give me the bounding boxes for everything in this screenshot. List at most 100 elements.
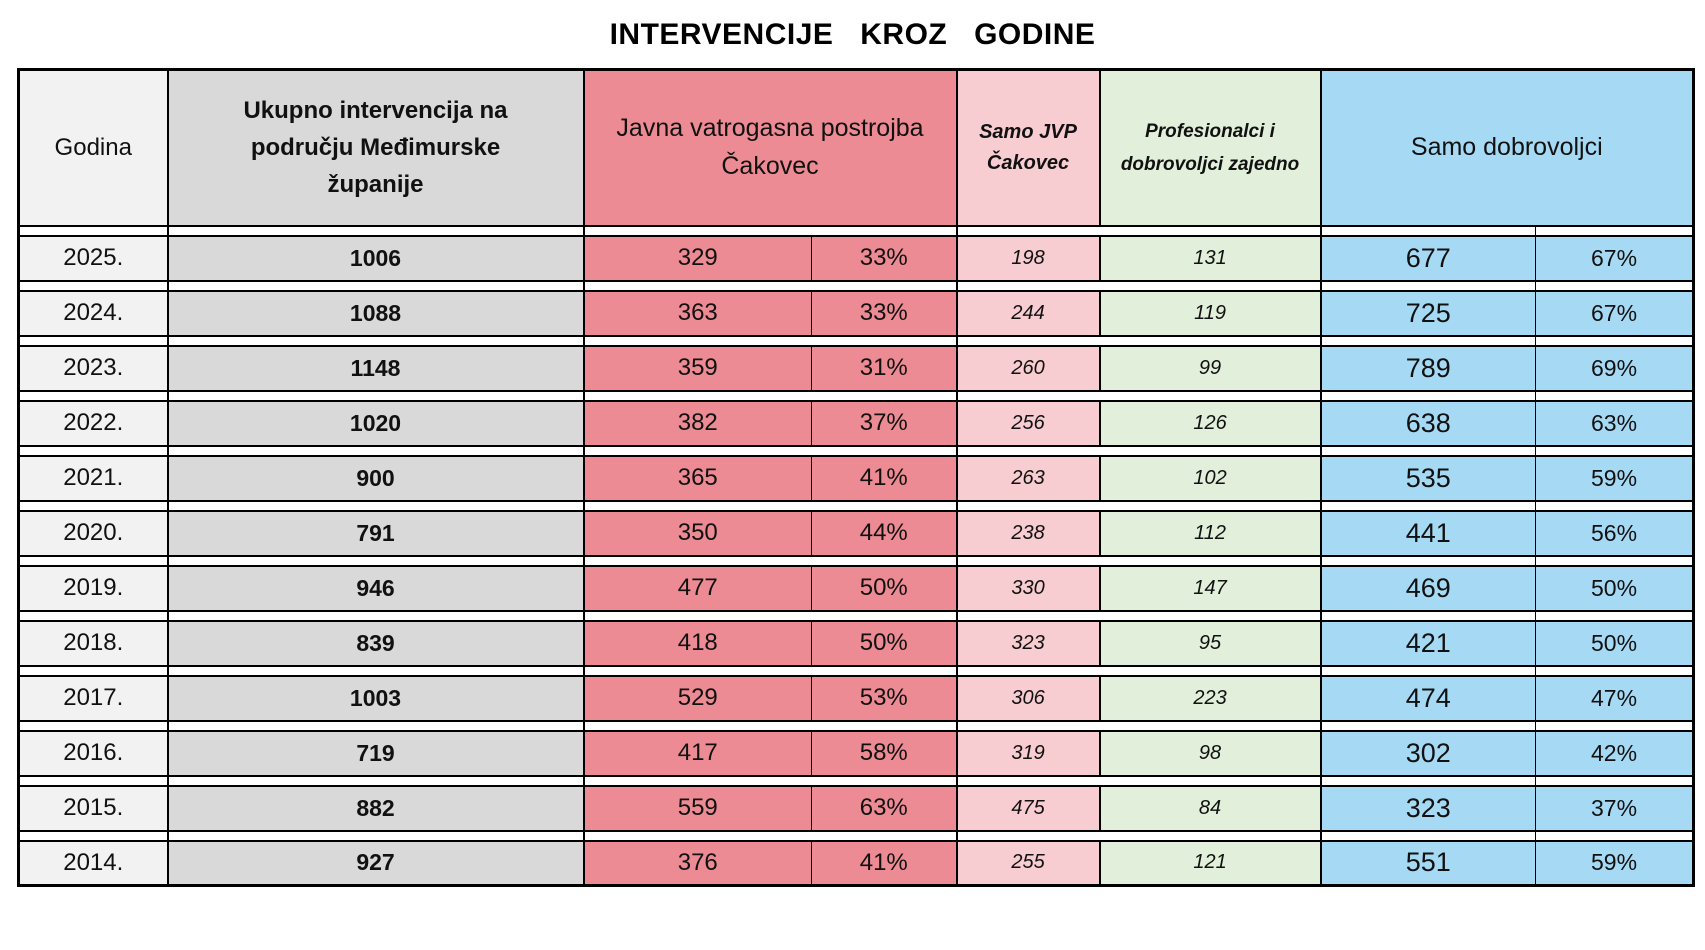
row-spacer-cell xyxy=(167,390,585,401)
cell-javna-percent: 33% xyxy=(810,234,958,282)
row-spacer xyxy=(18,665,1694,676)
row-spacer xyxy=(18,280,1694,291)
cell-javna-count: 363 xyxy=(582,289,812,337)
row-spacer-cell xyxy=(583,500,812,511)
table-row: 2015. 882 559 63% 475 84 323 37% xyxy=(17,784,1695,832)
cell-total-interventions: 1020 xyxy=(166,399,585,447)
row-spacer-cell xyxy=(811,500,958,511)
cell-javna-count: 350 xyxy=(582,509,812,557)
cell-samo-jvp-count: 330 xyxy=(955,564,1101,612)
cell-dobrovoljci-percent: 56% xyxy=(1535,509,1695,557)
cell-dobrovoljci-percent: 59% xyxy=(1535,454,1695,502)
cell-total-interventions: 839 xyxy=(166,619,585,667)
row-spacer-cell xyxy=(18,610,169,621)
cell-dobrovoljci-count: 421 xyxy=(1319,619,1537,667)
cell-samo-jvp-count: 244 xyxy=(955,289,1101,337)
cell-total-interventions: 719 xyxy=(166,729,585,777)
row-spacer-cell xyxy=(583,390,812,401)
cell-year: 2022. xyxy=(17,399,169,447)
cell-dobrovoljci-count: 474 xyxy=(1319,674,1537,722)
cell-samo-jvp-count: 475 xyxy=(955,784,1101,832)
row-spacer-cell xyxy=(1320,225,1537,236)
row-spacer xyxy=(18,775,1694,786)
row-spacer-cell xyxy=(167,720,585,731)
row-spacer-cell xyxy=(1535,555,1694,566)
cell-dobrovoljci-count: 677 xyxy=(1319,234,1537,282)
cell-dobrovoljci-count: 323 xyxy=(1319,784,1537,832)
cell-dobrovoljci-count: 725 xyxy=(1319,289,1537,337)
row-spacer-cell xyxy=(167,830,585,841)
row-spacer xyxy=(18,445,1694,456)
cell-total-interventions: 1148 xyxy=(166,344,585,392)
row-spacer-cell xyxy=(811,335,958,346)
cell-samo-jvp-count: 256 xyxy=(955,399,1101,447)
row-spacer-cell xyxy=(18,720,169,731)
row-spacer xyxy=(18,610,1694,621)
row-spacer-cell xyxy=(1535,500,1694,511)
row-spacer-cell xyxy=(956,500,1100,511)
row-spacer-cell xyxy=(18,775,169,786)
row-spacer-cell xyxy=(583,610,812,621)
cell-year: 2018. xyxy=(17,619,169,667)
cell-dobrovoljci-percent: 67% xyxy=(1535,234,1695,282)
cell-dobrovoljci-percent: 67% xyxy=(1535,289,1695,337)
row-spacer-cell xyxy=(956,280,1100,291)
cell-javna-percent: 53% xyxy=(810,674,958,722)
row-spacer xyxy=(18,830,1694,841)
row-spacer-cell xyxy=(1099,610,1322,621)
row-spacer-cell xyxy=(1099,720,1322,731)
cell-dobrovoljci-count: 551 xyxy=(1319,839,1537,887)
row-spacer-cell xyxy=(811,280,958,291)
row-spacer-cell xyxy=(1099,830,1322,841)
table-row: 2017. 1003 529 53% 306 223 474 47% xyxy=(17,674,1695,722)
cell-prof-dobr-count: 99 xyxy=(1098,344,1322,392)
cell-prof-dobr-count: 126 xyxy=(1098,399,1322,447)
col-header-ukupno-intervencija: Ukupno intervencija na području Međimurs… xyxy=(166,68,585,227)
row-spacer-cell xyxy=(18,665,169,676)
cell-samo-jvp-count: 198 xyxy=(955,234,1101,282)
row-spacer-cell xyxy=(1320,665,1537,676)
cell-year: 2020. xyxy=(17,509,169,557)
row-spacer xyxy=(18,720,1694,731)
row-spacer-cell xyxy=(1099,225,1322,236)
cell-year: 2024. xyxy=(17,289,169,337)
row-spacer-cell xyxy=(167,445,585,456)
row-spacer-cell xyxy=(1099,335,1322,346)
cell-prof-dobr-count: 121 xyxy=(1098,839,1322,887)
row-spacer-cell xyxy=(1320,775,1537,786)
row-spacer-cell xyxy=(811,225,958,236)
row-spacer-cell xyxy=(167,610,585,621)
row-spacer-cell xyxy=(1535,445,1694,456)
cell-prof-dobr-count: 223 xyxy=(1098,674,1322,722)
cell-javna-percent: 50% xyxy=(810,564,958,612)
col-header-javna-vatrogasna: Javna vatrogasna postrojba Čakovec xyxy=(582,68,958,227)
row-spacer xyxy=(18,390,1694,401)
cell-total-interventions: 1088 xyxy=(166,289,585,337)
row-spacer-cell xyxy=(1320,500,1537,511)
table-row: 2025. 1006 329 33% 198 131 677 67% xyxy=(17,234,1695,282)
row-spacer-cell xyxy=(1099,775,1322,786)
cell-prof-dobr-count: 147 xyxy=(1098,564,1322,612)
cell-samo-jvp-count: 319 xyxy=(955,729,1101,777)
cell-javna-percent: 44% xyxy=(810,509,958,557)
row-spacer-cell xyxy=(1320,445,1537,456)
header-row: Godina Ukupno intervencija na području M… xyxy=(17,68,1695,227)
row-spacer-cell xyxy=(18,225,169,236)
cell-javna-count: 529 xyxy=(582,674,812,722)
row-spacer xyxy=(18,225,1694,236)
row-spacer xyxy=(18,500,1694,511)
row-spacer-cell xyxy=(956,665,1100,676)
cell-javna-percent: 41% xyxy=(810,839,958,887)
row-spacer xyxy=(18,555,1694,566)
row-spacer-cell xyxy=(1099,445,1322,456)
row-spacer-cell xyxy=(1099,555,1322,566)
cell-year: 2015. xyxy=(17,784,169,832)
row-spacer-cell xyxy=(1099,280,1322,291)
cell-dobrovoljci-count: 302 xyxy=(1319,729,1537,777)
table-row: 2014. 927 376 41% 255 121 551 59% xyxy=(17,839,1695,887)
cell-total-interventions: 791 xyxy=(166,509,585,557)
cell-javna-percent: 31% xyxy=(810,344,958,392)
row-spacer-cell xyxy=(956,555,1100,566)
row-spacer-cell xyxy=(811,830,958,841)
row-spacer-cell xyxy=(1535,225,1694,236)
